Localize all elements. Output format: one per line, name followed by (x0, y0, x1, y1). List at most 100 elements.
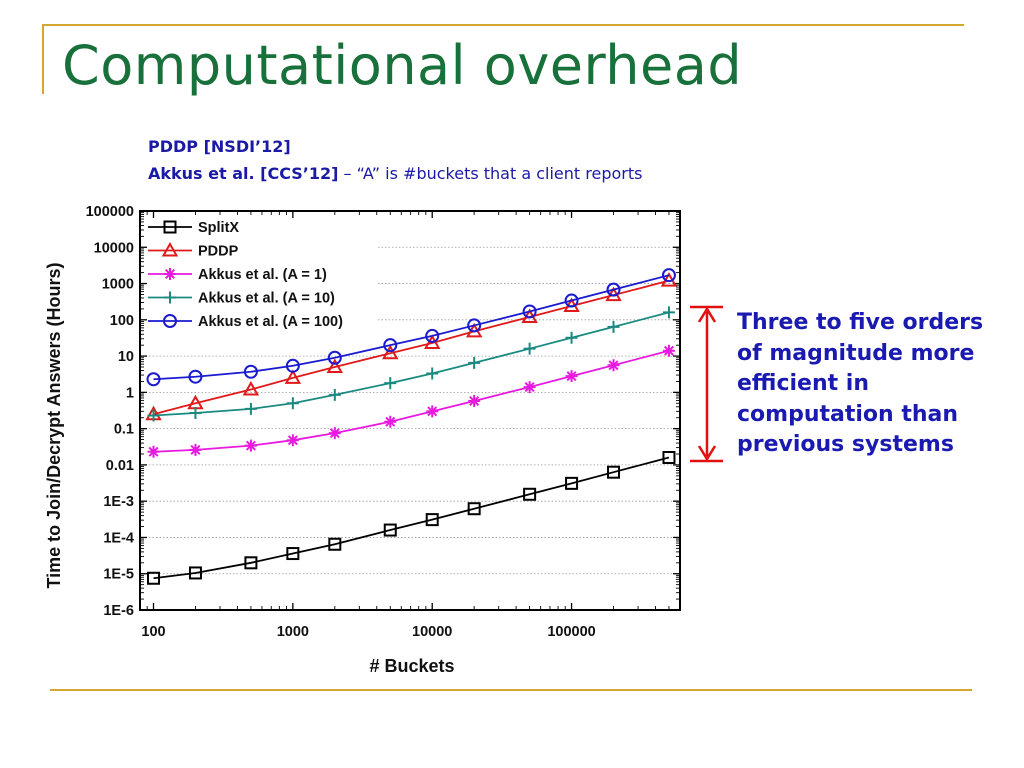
frame-top-rule (42, 24, 964, 26)
data-point (284, 369, 302, 384)
reference-akkus: Akkus et al. [CCS’12] – “A” is #buckets … (148, 164, 642, 183)
data-point (244, 556, 258, 570)
data-point (326, 358, 344, 374)
data-point (146, 372, 161, 387)
y-tick-label: 10000 (94, 240, 134, 256)
data-point (523, 381, 536, 394)
reference-akkus-name: Akkus et al. [CCS’12] (148, 164, 339, 183)
data-point (607, 320, 620, 333)
data-point (328, 537, 342, 551)
data-point (328, 427, 341, 440)
y-tick-label: 1000 (102, 277, 134, 293)
x-tick-label: 1000 (277, 624, 309, 640)
y-tick-label: 100 (110, 313, 134, 329)
data-point (286, 397, 299, 410)
y-tick-label: 0.01 (106, 458, 134, 474)
series-3 (147, 306, 675, 422)
data-point (189, 406, 202, 419)
frame-left-rule (42, 24, 44, 94)
data-point (423, 334, 441, 349)
data-point (244, 439, 257, 452)
data-point (565, 331, 578, 344)
legend-marker (164, 268, 176, 280)
series-line (153, 456, 670, 580)
plot-frame (139, 210, 681, 611)
y-tick-label: 0.1 (114, 422, 134, 438)
callout-line: Three to five orders (737, 310, 984, 335)
legend-marker (161, 241, 179, 257)
data-point (425, 513, 439, 527)
y-tick-label: 1E-6 (103, 603, 134, 619)
slide-title: Computational overhead (62, 34, 743, 97)
data-point (188, 369, 203, 384)
callout-line: of magnitude more (737, 340, 975, 366)
data-point (189, 443, 202, 456)
data-point (383, 338, 398, 353)
series-line (153, 311, 670, 417)
legend-marker (164, 291, 176, 304)
callout-line: efficient in (737, 371, 869, 396)
legend: SplitX PDDP Akkus et al. (A = 1) Akkus et a… (148, 220, 343, 330)
data-point (467, 318, 482, 333)
frame-bottom-rule (50, 689, 972, 691)
data-point (242, 380, 260, 396)
legend-label: Akkus et al. (A = 10) (198, 291, 335, 307)
data-point (328, 388, 341, 401)
series-0 (147, 451, 676, 585)
x-tick-label: 100000 (547, 624, 595, 640)
arrow-head-up (697, 306, 717, 323)
data-point (286, 434, 299, 447)
data-point (467, 502, 481, 516)
legend-marker (163, 220, 177, 234)
series-4 (146, 268, 676, 387)
y-axis-label: Time to Join/Decrypt Answers (Hours) (44, 262, 64, 588)
data-point (244, 402, 257, 415)
data-point (384, 377, 397, 390)
data-point (426, 367, 439, 380)
magnitude-arrow (690, 305, 723, 463)
y-tick-label: 1 (126, 385, 134, 401)
data-point (661, 268, 676, 283)
reference-pddp-name: PDDP [NSDI’12] (148, 137, 291, 156)
series-line (153, 279, 670, 416)
legend-label: PDDP (198, 244, 239, 260)
callout-line: previous systems (737, 432, 954, 457)
data-point (662, 451, 676, 465)
data-point (565, 476, 579, 490)
legend-label: Akkus et al. (A = 100) (198, 314, 343, 330)
data-point (188, 566, 202, 580)
data-point (523, 487, 537, 501)
data-point (564, 293, 579, 308)
data-point (425, 328, 440, 343)
data-point (523, 342, 536, 355)
data-point (147, 409, 160, 422)
data-point (522, 304, 537, 319)
data-point (285, 358, 300, 373)
data-point (147, 571, 161, 585)
data-point (384, 415, 397, 428)
series-line (153, 349, 670, 453)
y-tick-label: 1E-5 (103, 567, 134, 583)
series-2 (147, 344, 675, 458)
data-point (662, 344, 675, 357)
x-axis-label: # Buckets (369, 656, 454, 676)
data-point (426, 405, 439, 418)
data-point (662, 306, 675, 319)
reference-akkus-note: – “A” is #buckets that a client reports (338, 164, 643, 183)
reference-pddp: PDDP [NSDI’12] (148, 137, 291, 156)
data-point (607, 465, 621, 479)
data-point (327, 350, 342, 365)
legend-marker (163, 314, 177, 328)
data-point (607, 359, 620, 372)
data-point (147, 445, 160, 458)
callout-line: computation than (737, 401, 959, 427)
y-tick-label: 10 (118, 349, 134, 365)
x-tick-label: 100 (141, 624, 165, 640)
x-tick-label: 10000 (412, 624, 452, 640)
y-tick-label: 100000 (86, 204, 134, 220)
data-point (468, 394, 481, 407)
data-point (606, 282, 621, 297)
arrow-head-down (697, 445, 717, 462)
y-tick-label: 1E-3 (103, 494, 134, 510)
